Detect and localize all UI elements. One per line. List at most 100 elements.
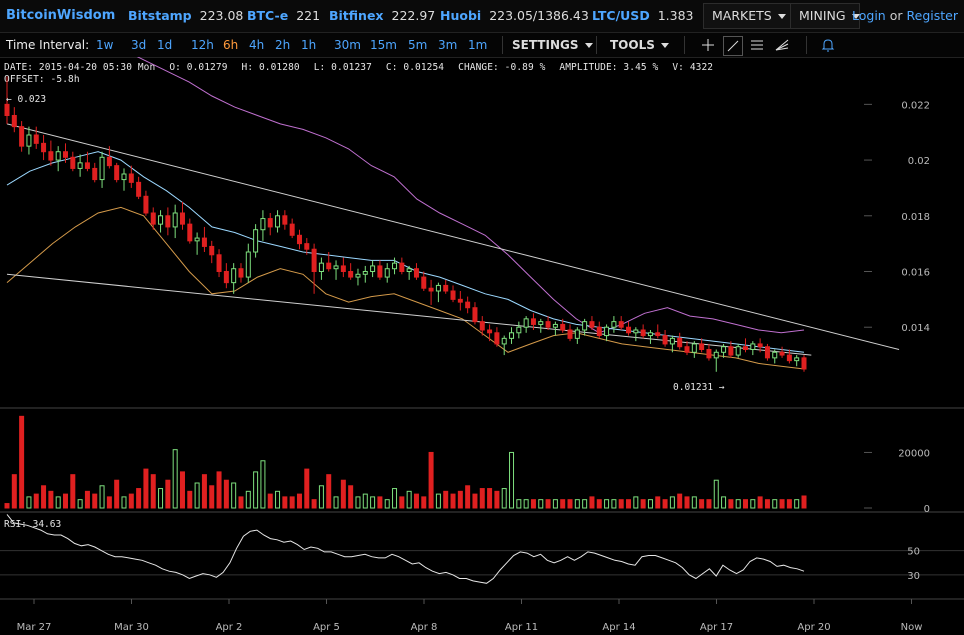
volume-bar <box>216 471 222 509</box>
candle-body <box>501 337 507 345</box>
volume-bar <box>62 493 68 509</box>
interval-1w[interactable]: 1w <box>96 38 114 52</box>
candle-body <box>764 346 770 359</box>
mining-menu-button[interactable]: MINING <box>790 3 860 29</box>
candle-body <box>779 351 785 356</box>
time-axis-label: Apr 8 <box>411 622 438 633</box>
fan-tool-icon[interactable] <box>773 36 791 54</box>
settings-menu-button[interactable]: SETTINGS <box>512 38 593 52</box>
candle-body <box>640 329 646 337</box>
volume-bar <box>187 490 193 509</box>
candle-body <box>713 351 719 359</box>
ticker-exchange: Bitstamp <box>128 8 192 23</box>
volume-bar <box>530 499 536 509</box>
rsi-tick-label: 50 <box>907 547 920 558</box>
interval-1h[interactable]: 1h <box>301 38 317 52</box>
volume-bar <box>596 499 602 509</box>
info-change: CHANGE: -0.89 % <box>458 62 546 73</box>
interval-3d[interactable]: 3d <box>131 38 147 52</box>
ohlc-info-row: DATE: 2015-04-20 05:30 Mon O: 0.01279 H: 0… <box>4 62 727 74</box>
candle-body <box>377 265 383 278</box>
volume-bar <box>457 490 463 509</box>
volume-bar <box>136 488 142 509</box>
volume-bar <box>355 496 361 509</box>
candle-body <box>326 262 332 270</box>
candle-body <box>494 332 500 345</box>
interval-6h[interactable]: 6h <box>223 38 239 52</box>
chevron-down-icon <box>851 14 860 19</box>
interval-4h[interactable]: 4h <box>249 38 265 52</box>
ticker-price: 221 <box>296 8 321 23</box>
volume-bar <box>655 496 661 509</box>
markets-menu-button[interactable]: MARKETS <box>703 3 791 29</box>
middle-bollinger-band <box>6 151 805 353</box>
candle-body <box>772 351 778 359</box>
interval-5m[interactable]: 5m <box>408 38 428 52</box>
ticker-btce[interactable]: BTC-e 221 <box>247 8 320 23</box>
candle-body <box>158 215 164 225</box>
candle-body <box>523 318 529 328</box>
candle-body <box>150 212 156 225</box>
volume-bar <box>348 485 354 509</box>
candle-body <box>33 134 39 144</box>
candle-body <box>362 271 368 275</box>
ticker-bitfinex[interactable]: Bitfinex 222.97 <box>329 8 435 23</box>
volume-bar <box>735 499 741 509</box>
crosshair-icon[interactable] <box>699 36 717 54</box>
volume-tick-label: 0 <box>924 504 930 515</box>
volume-bar <box>19 415 25 509</box>
candle-body <box>457 298 463 303</box>
chevron-down-icon <box>660 43 669 48</box>
ticker-huobi[interactable]: Huobi 223.05/1386.43 <box>440 8 589 23</box>
candle-body <box>450 290 456 300</box>
interval-12h[interactable]: 12h <box>191 38 214 52</box>
tools-menu-button[interactable]: TOOLS <box>610 38 669 52</box>
volume-bar <box>691 496 697 509</box>
time-axis-label: Apr 11 <box>505 622 538 633</box>
volume-bar <box>4 503 10 509</box>
candle-body <box>413 268 419 278</box>
candle-body <box>245 251 251 278</box>
volume-bar <box>582 499 588 509</box>
time-axis-label: Apr 2 <box>216 622 243 633</box>
site-logo[interactable]: BitcoinWisdom <box>6 8 116 23</box>
volume-bar <box>633 496 639 509</box>
max-price-marker: ← 0.023 <box>6 94 46 105</box>
interval-15m[interactable]: 15m <box>370 38 397 52</box>
candle-body <box>604 326 610 337</box>
interval-30m[interactable]: 30m <box>334 38 361 52</box>
volume-bar <box>604 499 610 509</box>
volume-bar <box>509 451 515 509</box>
candle-body <box>223 271 229 284</box>
volume-bar <box>275 490 281 509</box>
ticker-ltcusd[interactable]: LTC/USD 1.383 <box>592 8 694 23</box>
candle-body <box>596 326 602 337</box>
candle-body <box>545 321 551 328</box>
candle-body <box>289 223 295 236</box>
candle-body <box>253 229 259 253</box>
candle-body <box>538 321 544 325</box>
candle-body <box>743 346 749 351</box>
line-tool-icon[interactable] <box>723 36 743 56</box>
volume-bar <box>304 468 310 509</box>
time-axis-label: Mar 27 <box>17 622 52 633</box>
candle-body <box>669 337 675 345</box>
ticker-bitstamp[interactable]: Bitstamp 223.08 <box>128 8 243 23</box>
volume-bar <box>77 499 83 509</box>
volume-bar <box>677 493 683 509</box>
candle-body <box>728 346 734 356</box>
interval-3m[interactable]: 3m <box>438 38 458 52</box>
candle-body <box>516 326 522 334</box>
interval-2h[interactable]: 2h <box>275 38 291 52</box>
interval-1d[interactable]: 1d <box>157 38 173 52</box>
ticker-exchange: Bitfinex <box>329 8 384 23</box>
price-chart-canvas[interactable]: 0.022 0.02 0.018 0.016 0.014 20000 0 50 30 Mar 27… <box>0 57 964 635</box>
candle-body <box>84 162 90 169</box>
volume-bar <box>472 493 478 509</box>
register-link[interactable]: Register <box>906 8 958 23</box>
interval-1m[interactable]: 1m <box>468 38 488 52</box>
alert-bell-icon[interactable] <box>819 36 837 54</box>
volume-bar <box>99 485 105 509</box>
login-link[interactable]: Login <box>852 8 886 23</box>
fib-lines-icon[interactable] <box>748 36 766 54</box>
